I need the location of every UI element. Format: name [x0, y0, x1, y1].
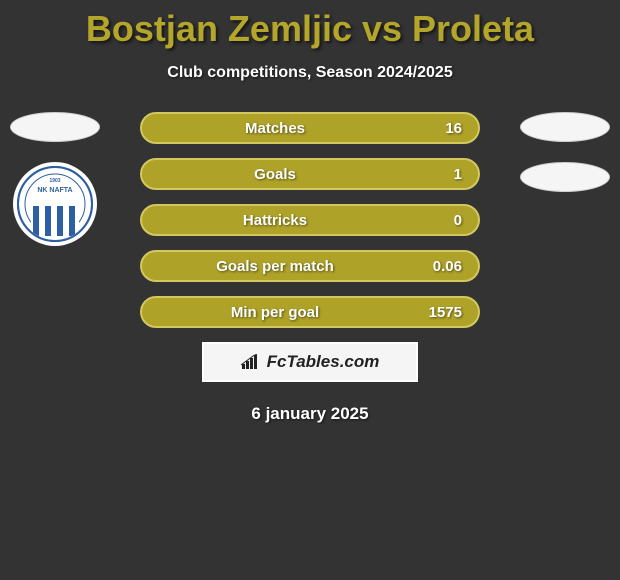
- stat-label: Goals: [142, 166, 408, 183]
- svg-text:NK NAFTA: NK NAFTA: [37, 187, 72, 194]
- left-team-badge: 1903 NK NAFTA: [13, 162, 97, 246]
- stat-value: 0.06: [408, 258, 462, 275]
- page-title: Bostjan Zemljic vs Proleta: [0, 0, 620, 50]
- bar-chart-icon: [241, 354, 261, 370]
- left-entity-column: 1903 NK NAFTA: [10, 112, 100, 246]
- stat-label: Hattricks: [142, 212, 408, 229]
- right-placeholder-oval-2: [520, 162, 610, 192]
- stat-label: Matches: [142, 120, 408, 137]
- stat-label: Goals per match: [142, 258, 408, 275]
- brand-badge: FcTables.com: [202, 342, 418, 382]
- left-placeholder-oval: [10, 112, 100, 142]
- stat-bar-goals: Goals 1: [140, 158, 480, 190]
- stat-bar-goals-per-match: Goals per match 0.06: [140, 250, 480, 282]
- right-entity-column: [520, 112, 610, 212]
- brand-text: FcTables.com: [267, 352, 380, 372]
- stat-label: Min per goal: [142, 304, 408, 321]
- stat-value: 1: [408, 166, 462, 183]
- page-subtitle: Club competitions, Season 2024/2025: [0, 64, 620, 82]
- nafta-crest-icon: 1903 NK NAFTA: [17, 166, 93, 242]
- comparison-date: 6 january 2025: [0, 404, 620, 424]
- right-placeholder-oval-1: [520, 112, 610, 142]
- stat-bar-matches: Matches 16: [140, 112, 480, 144]
- stat-value: 0: [408, 212, 462, 229]
- stats-bars: Matches 16 Goals 1 Hattricks 0 Goals per…: [140, 112, 480, 328]
- stat-value: 1575: [408, 304, 462, 321]
- stat-bar-hattricks: Hattricks 0: [140, 204, 480, 236]
- stat-bar-min-per-goal: Min per goal 1575: [140, 296, 480, 328]
- stat-value: 16: [408, 120, 462, 137]
- svg-text:1903: 1903: [49, 178, 60, 184]
- comparison-content: 1903 NK NAFTA: [0, 112, 620, 424]
